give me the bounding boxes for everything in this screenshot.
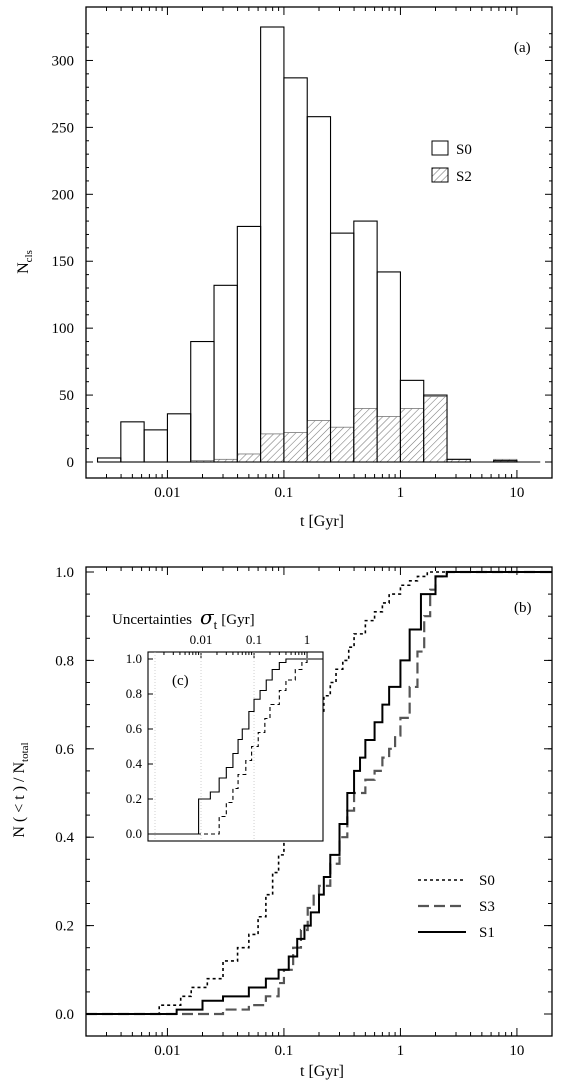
bar-s0 — [166, 413, 192, 463]
y-tick-label: 0 — [67, 455, 75, 471]
y-tick-label: 0.6 — [55, 742, 74, 758]
y-tick-label: 0.0 — [55, 1007, 74, 1023]
panel-c-frame — [147, 651, 324, 842]
x-tick-label: 0.1 — [246, 632, 262, 647]
bar-s0 — [236, 225, 262, 463]
bar-s2 — [283, 432, 308, 463]
uncertainty-inset: 0.0 0.2 0.4 0.6 0.8 1.0 0.01 0.1 1 (c) Uncertain… — [112, 605, 324, 842]
panel-b-ylabel: N ( < t ) / Ntotal — [11, 742, 31, 837]
x-tick-label: 1 — [397, 1043, 405, 1059]
x-tick-label: 0.01 — [190, 632, 213, 647]
panel-c-title-unit: [Gyr] — [221, 612, 254, 628]
legend-label-s2: S2 — [456, 169, 472, 185]
y-tick-label: 200 — [52, 187, 75, 203]
y-tick-label: 150 — [52, 254, 75, 270]
bar-s0 — [143, 429, 168, 463]
y-tick-label: 0.6 — [126, 721, 143, 736]
bar-s0 — [306, 116, 332, 463]
panel-c-title: Uncertainties σt [Gyr] — [112, 605, 255, 632]
sigma-subscript: t — [214, 617, 218, 632]
cumulative-panel: 0.00.20.40.60.81.00.01 0.1 1 10 (b) t [Gyr]… — [11, 565, 553, 1080]
panel-b-label: (b) — [514, 600, 532, 616]
x-tick-label: 0.01 — [154, 1043, 180, 1059]
panel-a-ylabel-sub: cls — [23, 250, 35, 262]
y-tick-label: 0.0 — [126, 826, 142, 841]
panel-a-ylabel-main: N — [15, 262, 32, 274]
panel-a-ticks: 0 50 100 150 200 250 300 0.01 0.1 1 10 — [52, 7, 553, 501]
bar-s2 — [306, 420, 331, 463]
y-tick-label: 1.0 — [126, 651, 142, 666]
histogram-panel: 0 50 100 150 200 250 300 0.01 0.1 1 10 (a) t [Gyr]… — [15, 6, 553, 530]
bar-s0 — [213, 284, 238, 463]
y-tick-label: 0.2 — [126, 791, 142, 806]
series-line-s3 — [86, 570, 552, 1016]
svg-text:N ( < t ) / Ntotal: N ( < t ) / Ntotal — [11, 742, 31, 837]
panel-a-legend: S0 S2 — [431, 140, 472, 185]
panel-b-ylabel-main: N ( < t ) / N — [11, 762, 28, 838]
y-tick-label: 100 — [52, 321, 75, 337]
panel-a-bars — [96, 26, 541, 463]
x-tick-label: 1 — [397, 485, 405, 501]
y-tick-label: 0.4 — [55, 830, 74, 846]
x-tick-label: 0.1 — [275, 485, 294, 501]
bar-s2 — [423, 396, 448, 463]
y-tick-label: 250 — [52, 120, 75, 136]
panel-c-label: (c) — [172, 673, 189, 689]
panel-c-lines — [148, 658, 323, 835]
y-tick-label: 1.0 — [55, 565, 74, 581]
bar-s2 — [236, 453, 262, 463]
bar-s2 — [260, 433, 285, 463]
x-tick-label: 0.1 — [275, 1043, 294, 1059]
x-tick-label: 1 — [304, 632, 311, 647]
inset-line-2 — [148, 658, 323, 835]
legend-swatch-s2 — [431, 167, 449, 183]
panel-a-label: (a) — [514, 40, 531, 56]
legend-label-b-s1: S1 — [479, 925, 495, 941]
panel-c-ticks: 0.0 0.2 0.4 0.6 0.8 1.0 0.01 0.1 1 — [126, 632, 324, 841]
y-tick-label: 50 — [59, 388, 74, 404]
series-line-s1 — [86, 571, 552, 1015]
bar-s2 — [376, 416, 401, 463]
bar-s2 — [330, 426, 355, 463]
y-tick-label: 0.2 — [55, 919, 74, 935]
legend-label-b-s0: S0 — [479, 873, 495, 889]
panel-a-ylabel: Ncls — [15, 250, 35, 274]
panel-b-legend: S0 S3 S1 — [418, 873, 495, 941]
y-tick-label: 0.8 — [55, 653, 74, 669]
bar-s0 — [260, 26, 285, 463]
bar-s0 — [190, 340, 215, 463]
panel-a-frame — [85, 6, 553, 479]
bar-s0 — [120, 421, 145, 463]
legend-label-b-s3: S3 — [479, 899, 495, 915]
panel-b-xlabel: t [Gyr] — [300, 1063, 344, 1080]
x-tick-label: 10 — [509, 485, 524, 501]
legend-swatch-s0 — [431, 140, 449, 156]
panel-a-xlabel: t [Gyr] — [300, 513, 344, 530]
bar-s0 — [96, 457, 122, 463]
sigma-symbol: σ — [200, 605, 215, 629]
y-tick-label: 300 — [52, 53, 75, 69]
bar-s2 — [400, 408, 425, 463]
y-tick-label: 0.4 — [126, 756, 143, 771]
bar-s0 — [283, 77, 308, 463]
legend-label-s0: S0 — [456, 142, 472, 158]
svg-text:Ncls: Ncls — [15, 250, 35, 274]
panel-c-title-text: Uncertainties — [112, 612, 192, 628]
x-tick-label: 10 — [509, 1043, 524, 1059]
y-tick-label: 0.8 — [126, 686, 142, 701]
x-tick-label: 0.01 — [154, 485, 180, 501]
inset-line-1 — [148, 658, 323, 835]
bar-s2 — [353, 408, 378, 463]
panel-b-ylabel-sub: total — [19, 742, 31, 762]
